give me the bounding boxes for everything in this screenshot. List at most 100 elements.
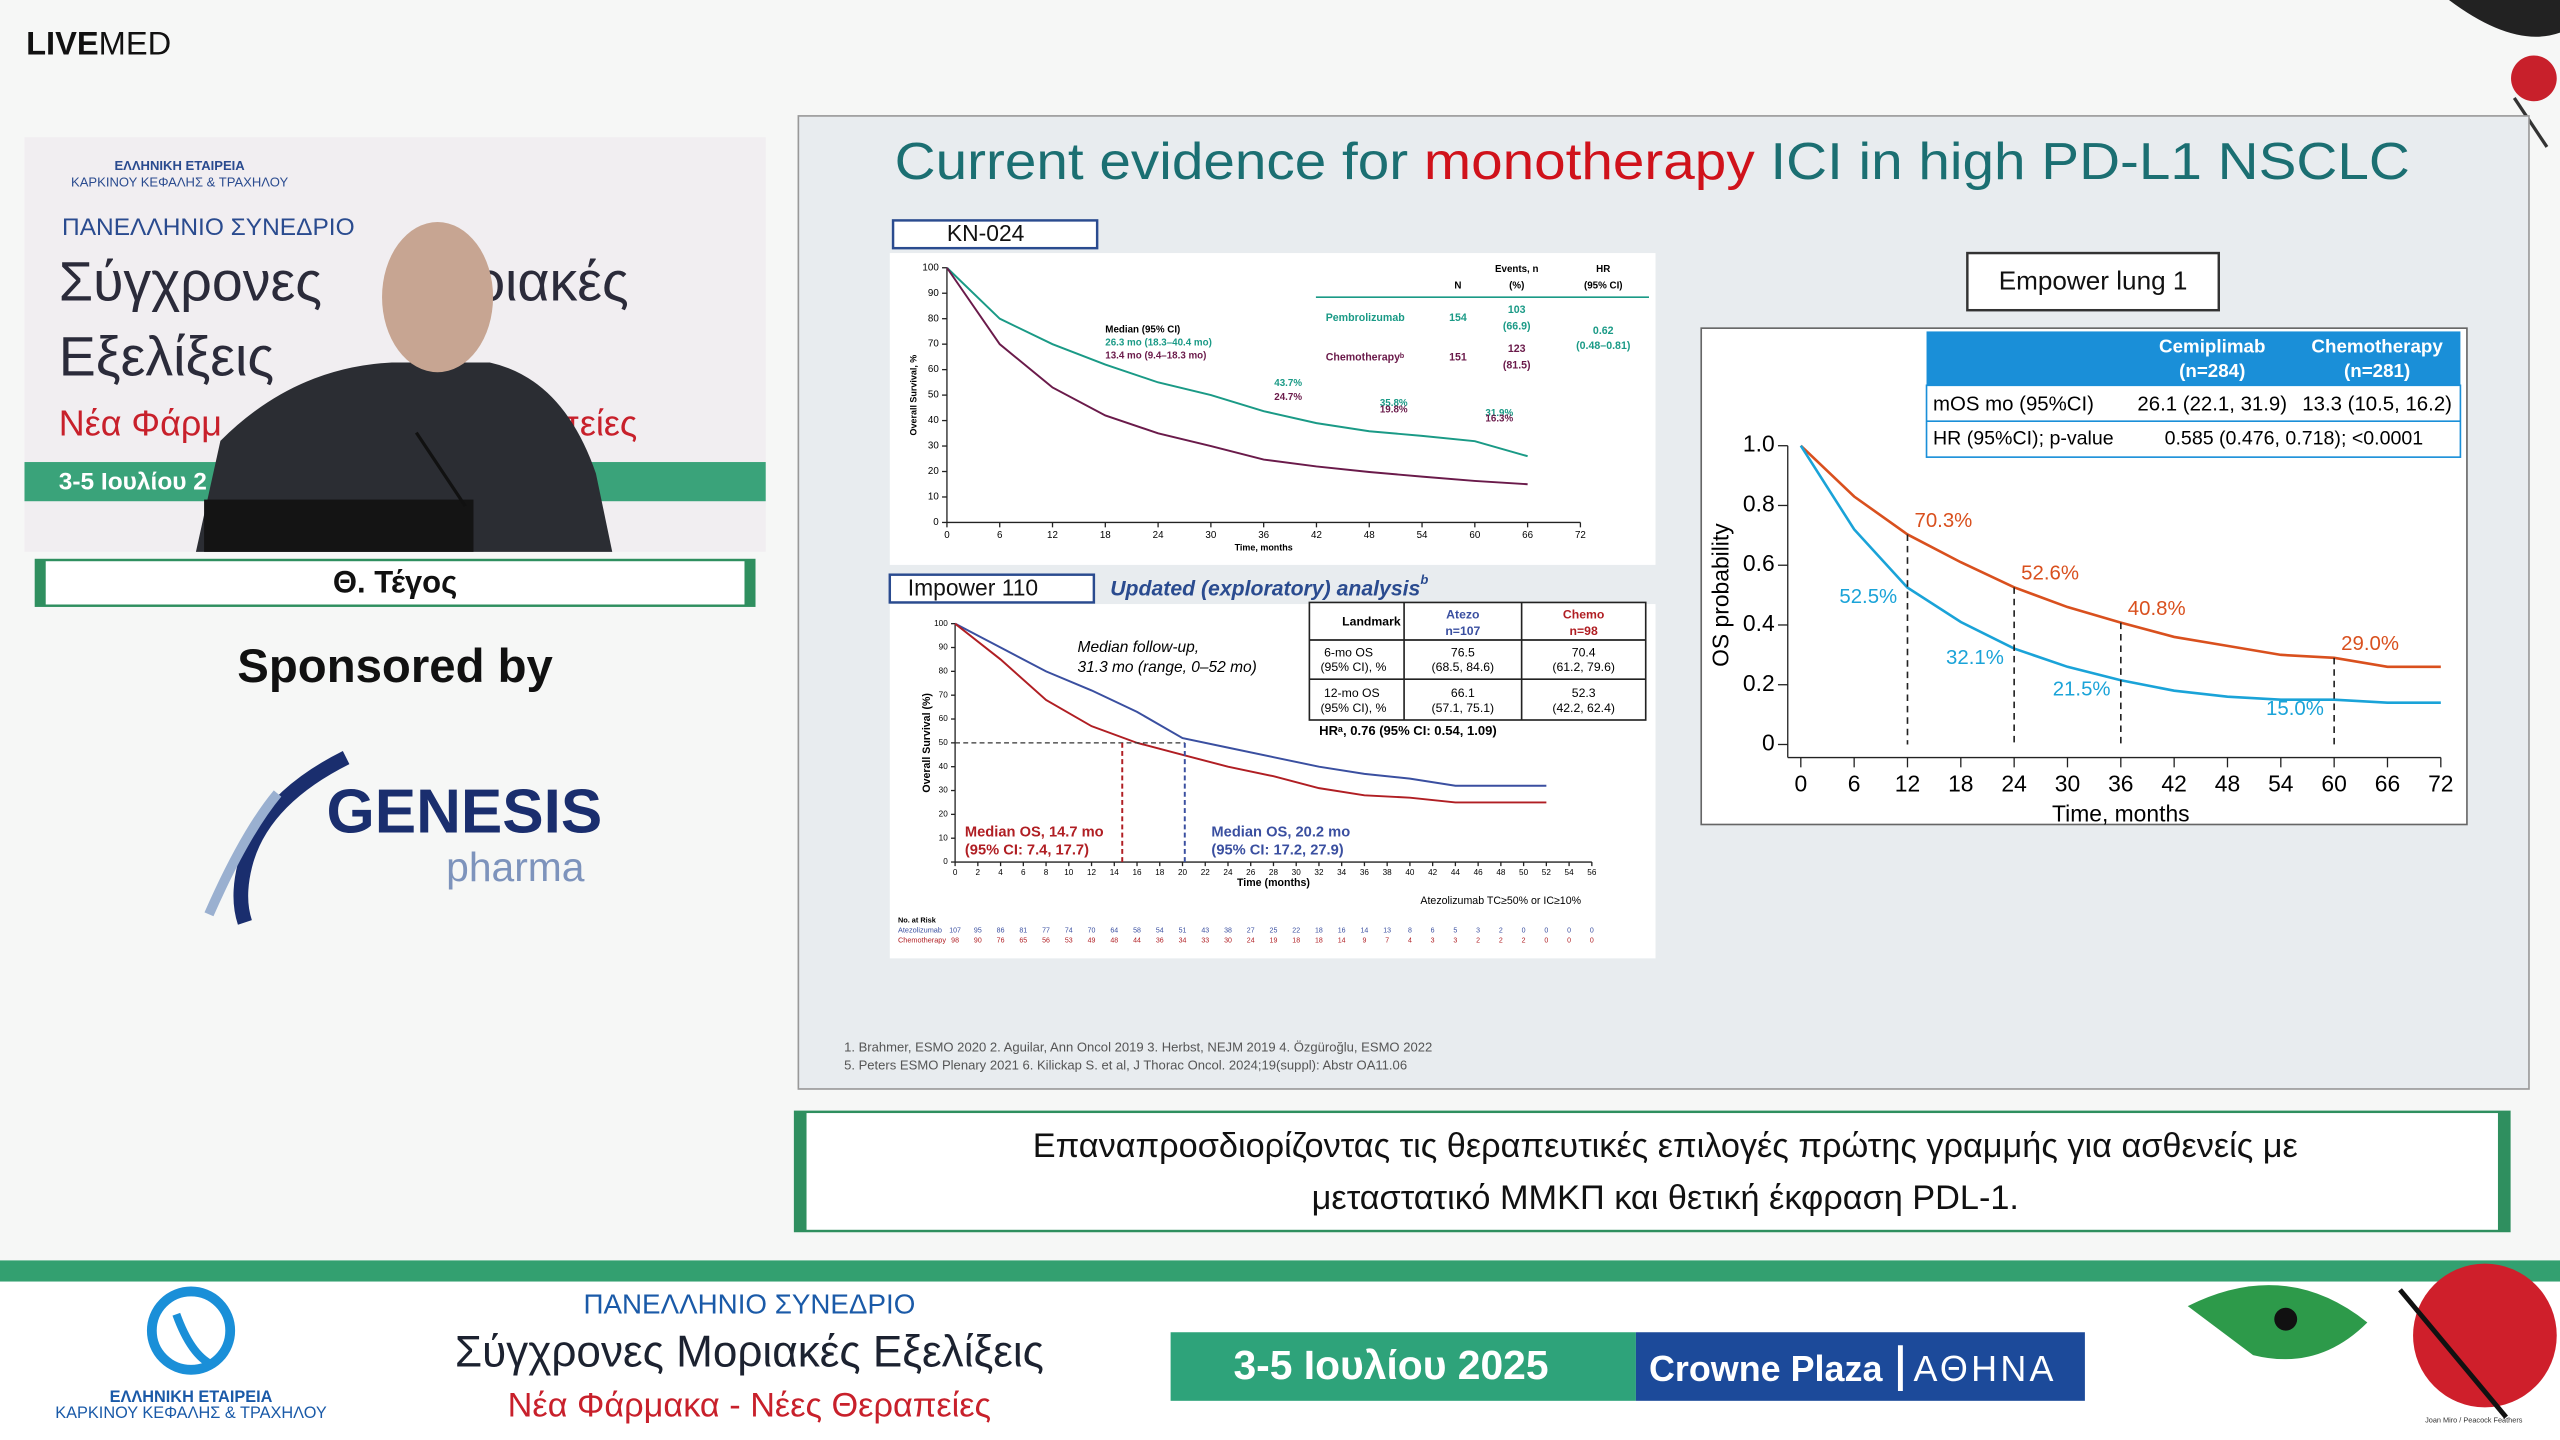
survival-curve — [946, 267, 1528, 458]
y-tick-label: 60 — [928, 364, 939, 375]
backdrop-text: ΠΑΝΕΛΛΗΝΙΟ ΣΥΝΕΔΡΙΟ — [62, 214, 355, 241]
slide-title: Current evidence for monotherapy ICI in … — [895, 133, 2410, 191]
risk-count: 33 — [1201, 937, 1209, 944]
speaker-head — [382, 222, 494, 373]
table-cell: (0.48–0.81) — [1576, 340, 1630, 352]
table-cell: 123 — [1508, 343, 1526, 355]
table-cell: mOS mo (95%CI) — [1933, 393, 2094, 415]
value-label: 32.1% — [1946, 647, 2004, 669]
median-value: 13.4 mo (9.4–18.3 mo) — [1105, 351, 1206, 362]
x-tick-label: 56 — [1587, 868, 1597, 877]
logo: LIVEMED — [26, 24, 171, 61]
x-tick-label: 6 — [1848, 771, 1861, 797]
risk-count: 70 — [1088, 927, 1096, 934]
risk-count: 98 — [951, 937, 959, 944]
x-tick-label: 12 — [1895, 771, 1920, 797]
x-tick-label: 66 — [1522, 530, 1533, 541]
speaker-name-bar: Θ. Τέγος — [34, 558, 756, 607]
y-tick-label: 30 — [928, 441, 939, 452]
title-highlight: monotherapy — [1424, 133, 1756, 191]
value-label: 16.3% — [1485, 413, 1513, 424]
risk-count: 5 — [1453, 927, 1457, 934]
y-tick-label: 50 — [939, 738, 949, 747]
congress-subtitle: Νέα Φάρμακα - Νέες Θεραπείες — [508, 1386, 991, 1424]
venue-box — [1635, 1332, 2085, 1401]
y-tick-label: 70 — [939, 690, 949, 699]
risk-count: 3 — [1453, 937, 1457, 944]
x-tick-label: 72 — [1575, 530, 1586, 541]
risk-count: 18 — [1315, 937, 1323, 944]
risk-count: 38 — [1224, 927, 1232, 934]
x-tick-label: 0 — [944, 530, 950, 541]
risk-title: No. at Risk — [898, 916, 937, 925]
risk-count: 0 — [1544, 927, 1548, 934]
x-tick-label: 40 — [1405, 868, 1415, 877]
x-tick-label: 36 — [2108, 771, 2133, 797]
chart-panel — [889, 253, 1656, 565]
table-cell: (68.5, 84.6) — [1432, 660, 1495, 674]
x-tick-label: 20 — [1178, 868, 1188, 877]
table-header: Atezo — [1446, 608, 1479, 622]
y-axis-label: OS probability — [1707, 523, 1733, 667]
risk-count: 0 — [1522, 927, 1526, 934]
value-label: 35.8% — [1380, 398, 1408, 409]
risk-count: 51 — [1179, 927, 1187, 934]
risk-count: 107 — [949, 927, 961, 934]
title-part: ICI in high PD-L1 NSCLC — [1755, 133, 2410, 191]
backdrop-text: Σύγχρονες — [59, 250, 322, 312]
risk-count: 27 — [1247, 927, 1255, 934]
table-header: N — [1454, 280, 1461, 291]
table-cell: 13.3 (10.5, 16.2) — [2302, 393, 2452, 415]
risk-count: 0 — [1567, 927, 1571, 934]
risk-count: 43 — [1201, 927, 1209, 934]
x-tick-label: 6 — [1021, 868, 1026, 877]
risk-count: 9 — [1362, 937, 1366, 944]
risk-count: 34 — [1179, 937, 1187, 944]
risk-count: 44 — [1133, 937, 1141, 944]
name-box — [34, 558, 756, 607]
y-tick-label: 20 — [928, 466, 939, 477]
y-tick-label: 90 — [939, 643, 949, 652]
x-tick-label: 8 — [1044, 868, 1049, 877]
x-tick-label: 30 — [1205, 530, 1216, 541]
x-axis-label: Time, months — [2052, 800, 2190, 826]
table-cell: (57.1, 75.1) — [1432, 701, 1495, 715]
x-tick-label: 16 — [1132, 868, 1142, 877]
subtitle-text: Updated (exploratory) analysis — [1110, 577, 1420, 600]
y-tick-label: 10 — [928, 492, 939, 503]
risk-count: 30 — [1224, 937, 1232, 944]
x-tick-label: 18 — [1100, 530, 1111, 541]
x-tick-label: 4 — [998, 868, 1003, 877]
risk-count: 58 — [1133, 927, 1141, 934]
title-part: Current evidence for — [895, 133, 1424, 191]
y-tick-label: 0.6 — [1743, 550, 1775, 576]
backdrop-text: ΚΑΡΚΙΝΟΥ ΚΕΦΑΛΗΣ & ΤΡΑΧΗΛΟΥ — [71, 174, 288, 189]
x-tick-label: 18 — [1948, 771, 1973, 797]
x-tick-label: 54 — [1417, 530, 1428, 541]
table-header: (%) — [1509, 280, 1524, 291]
caption-edge — [2497, 1111, 2510, 1232]
x-tick-label: 0 — [953, 868, 958, 877]
y-tick-label: 50 — [928, 390, 939, 401]
table-cell: (66.9) — [1503, 320, 1531, 332]
x-tick-label: 24 — [2001, 771, 2027, 797]
median-value: 26.3 mo (18.3–40.4 mo) — [1105, 337, 1212, 348]
table-cell: (42.2, 62.4) — [1552, 701, 1615, 715]
microphone — [414, 431, 467, 508]
table-cell: 151 — [1449, 351, 1467, 363]
sponsor-label: Sponsored by — [237, 640, 553, 693]
table-header: Events, n — [1495, 264, 1539, 275]
x-tick-label: 44 — [1451, 868, 1461, 877]
logo-light: MED — [99, 24, 172, 61]
value-label: 70.3% — [1914, 510, 1972, 532]
x-tick-label: 42 — [2161, 771, 2186, 797]
risk-count: 2 — [1522, 937, 1526, 944]
risk-count: 76 — [997, 937, 1005, 944]
footer-art — [2187, 1263, 2557, 1419]
speaker-name: Θ. Τέγος — [333, 565, 457, 600]
risk-count: 4 — [1408, 937, 1412, 944]
y-tick-label: 90 — [928, 288, 939, 299]
subtitle-sup: b — [1420, 573, 1428, 588]
risk-count: 54 — [1156, 927, 1164, 934]
table-cell: 66.1 — [1451, 686, 1475, 700]
